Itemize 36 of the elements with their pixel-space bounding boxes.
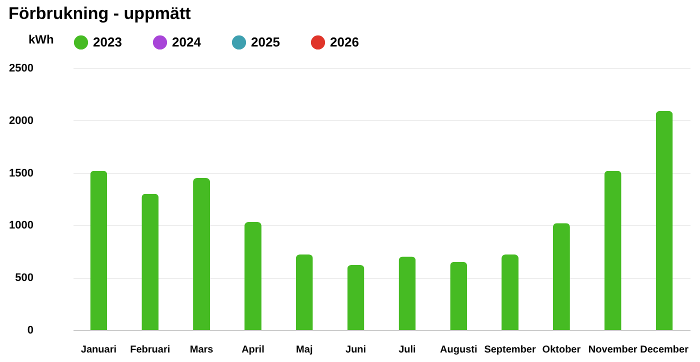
x-tick-label: November xyxy=(588,344,638,356)
bar xyxy=(552,223,570,330)
bar xyxy=(142,194,159,330)
y-tick-label: 500 xyxy=(15,272,34,284)
legend-label: 2023 xyxy=(93,34,122,50)
bar xyxy=(347,265,364,330)
bar xyxy=(604,170,622,330)
x-tick-label: December xyxy=(640,344,689,356)
bar xyxy=(398,256,416,330)
x-tick-label: April xyxy=(242,344,265,356)
y-tick-label: 2000 xyxy=(9,114,34,127)
x-tick-label: Juni xyxy=(346,344,366,356)
y-tick-label: 1500 xyxy=(9,167,34,180)
x-tick-label: Mars xyxy=(190,344,214,356)
bar xyxy=(193,178,210,330)
legend-label: 2026 xyxy=(330,34,359,50)
legend-label: 2024 xyxy=(172,34,202,50)
x-tick-label: Augusti xyxy=(440,344,478,356)
x-tick-label: Oktober xyxy=(542,344,581,356)
x-tick-label: Maj xyxy=(296,344,313,356)
x-tick-label: Januari xyxy=(80,344,117,356)
bar xyxy=(244,222,262,330)
y-tick-label: 0 xyxy=(27,324,34,336)
bar xyxy=(450,262,468,330)
bar xyxy=(502,254,519,330)
y-axis-title: kWh xyxy=(28,32,54,46)
bar xyxy=(656,110,673,330)
legend-label: 2025 xyxy=(251,34,280,50)
x-tick-label: Juli xyxy=(398,344,416,356)
bar xyxy=(90,170,108,330)
y-tick-label: 2500 xyxy=(9,62,34,74)
chart-title: Förbrukning - uppmätt xyxy=(8,4,192,23)
bar xyxy=(296,254,313,330)
y-tick-label: 1000 xyxy=(9,220,34,232)
x-tick-label: Februari xyxy=(130,344,170,356)
x-tick-label: September xyxy=(484,344,536,356)
